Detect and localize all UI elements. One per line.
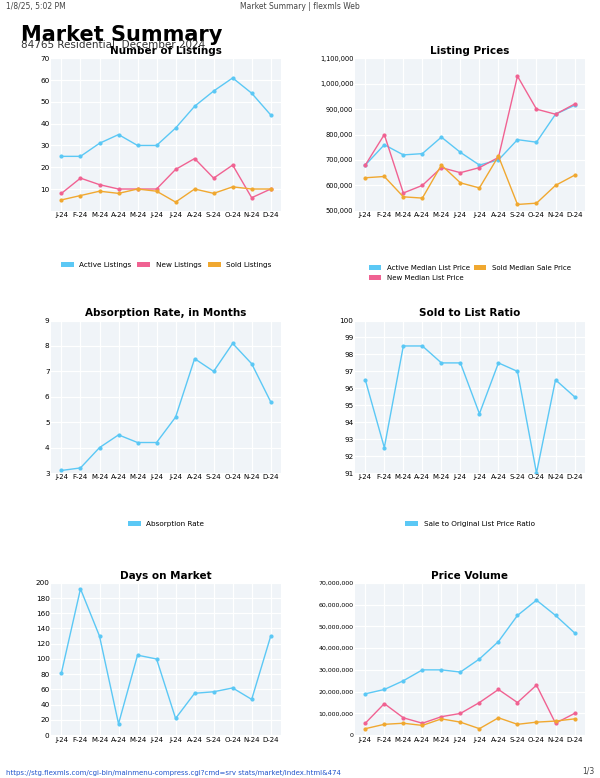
Title: Absorption Rate, in Months: Absorption Rate, in Months bbox=[85, 308, 247, 318]
Title: Price Volume: Price Volume bbox=[431, 570, 508, 580]
Text: 1/8/25, 5:02 PM: 1/8/25, 5:02 PM bbox=[6, 2, 66, 12]
Legend: Absorption Rate: Absorption Rate bbox=[125, 518, 208, 531]
Title: Days on Market: Days on Market bbox=[120, 570, 212, 580]
Title: Sold to List Ratio: Sold to List Ratio bbox=[419, 308, 521, 318]
Text: 84765 Residential, December 2024: 84765 Residential, December 2024 bbox=[21, 40, 205, 51]
Legend: Active Listings, New Listings, Sold Listings: Active Listings, New Listings, Sold List… bbox=[58, 259, 275, 272]
Text: Market Summary | flexmls Web: Market Summary | flexmls Web bbox=[240, 2, 360, 12]
Text: 1/3: 1/3 bbox=[582, 766, 594, 776]
Legend: Sale to Original List Price Ratio: Sale to Original List Price Ratio bbox=[402, 518, 538, 531]
Text: Market Summary: Market Summary bbox=[21, 25, 223, 45]
Text: https://stg.flexmls.com/cgi-bin/mainmenu-compress.cgi?cmd=srv stats/market/index: https://stg.flexmls.com/cgi-bin/mainmenu… bbox=[6, 769, 341, 776]
Title: Number of Listings: Number of Listings bbox=[110, 46, 222, 56]
Title: Listing Prices: Listing Prices bbox=[430, 46, 509, 56]
Legend: Active Median List Price, New Median List Price, Sold Median Sale Price: Active Median List Price, New Median Lis… bbox=[366, 262, 574, 283]
